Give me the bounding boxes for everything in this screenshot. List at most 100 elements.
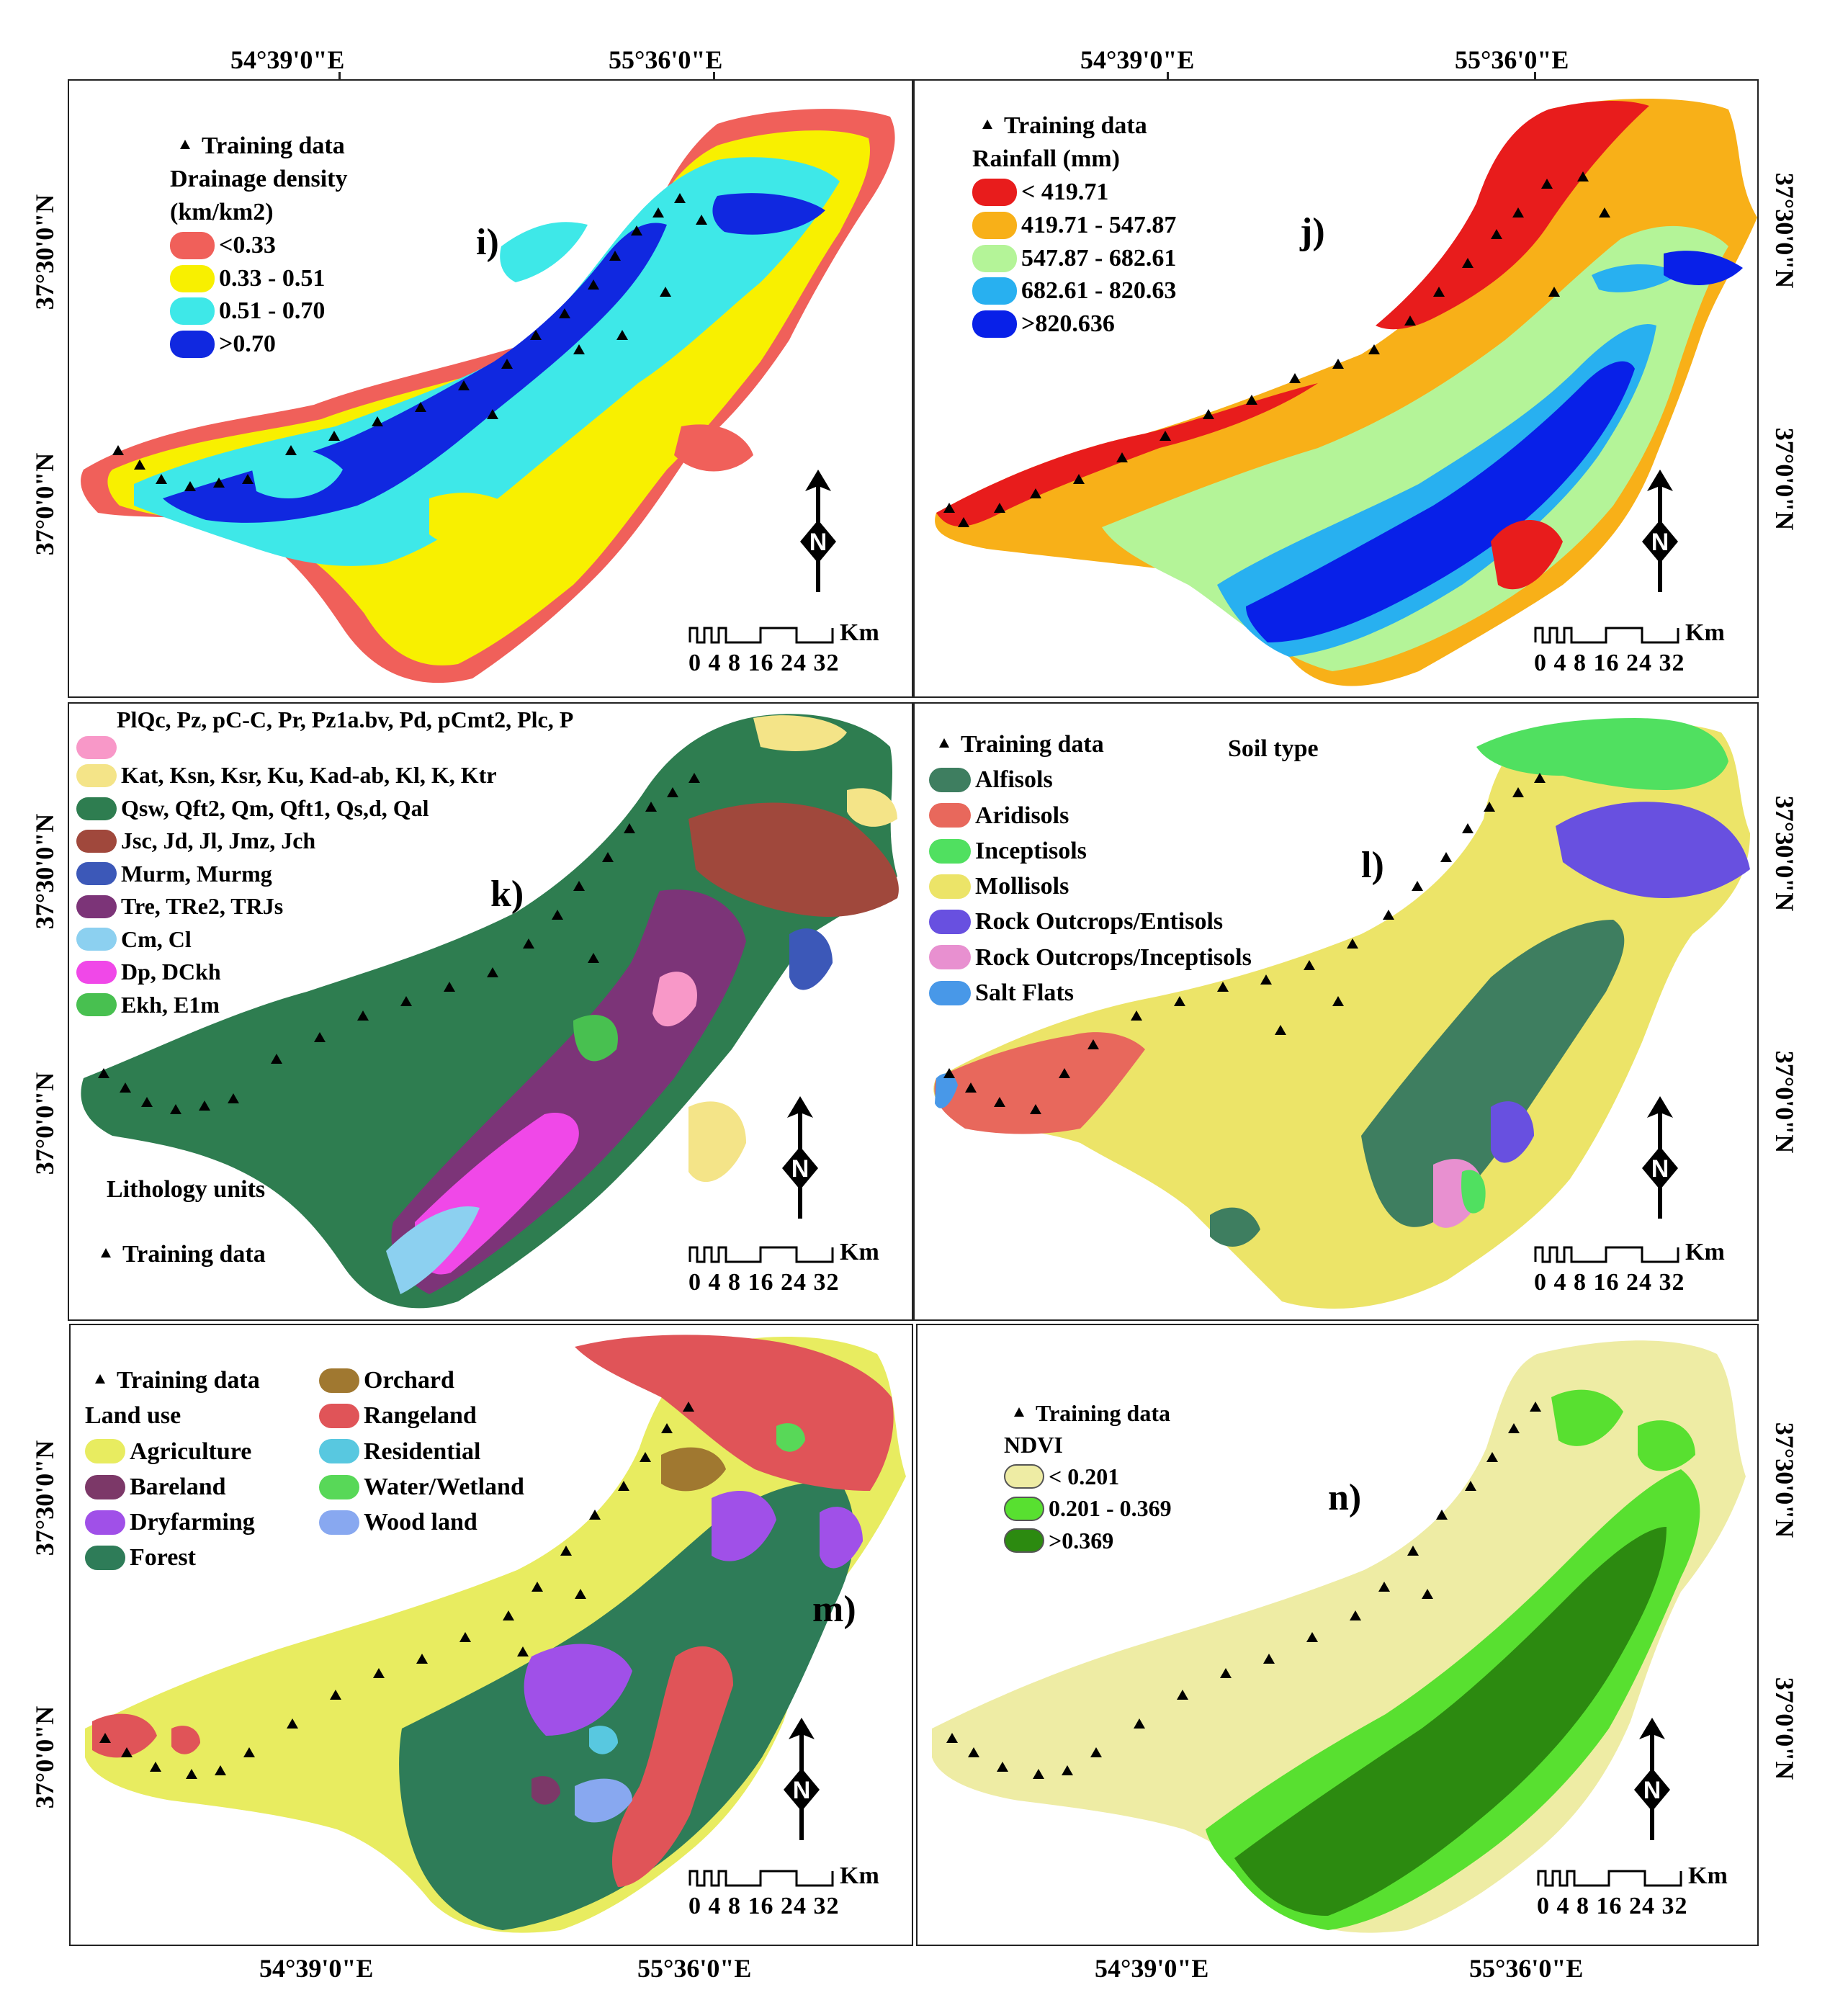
- legend-class-label: Rock Outcrops/Inceptisols: [975, 943, 1252, 971]
- legend-swatch: [1004, 1464, 1044, 1489]
- legend-class-label: >0.70: [219, 331, 276, 358]
- panel-k-lithology: PlQc, Pz, pC-C, Pr, Pz1a.bv, Pd, pCmt2, …: [68, 702, 913, 1321]
- lat-label-right-row3-a: 37°30'0"N: [1770, 1422, 1799, 1538]
- lithology-map: [81, 714, 899, 1309]
- legend-swatch: [76, 797, 117, 820]
- legend-class-label: Bareland: [130, 1473, 226, 1500]
- legend-class-label: Salt Flats: [975, 979, 1074, 1007]
- landuse-patch: [611, 1646, 733, 1887]
- legend-swatch: [929, 803, 971, 828]
- legend-training-label: Training data: [1036, 1400, 1170, 1426]
- scale-bar-graphic: [1537, 1870, 1682, 1887]
- soil-patch: [1461, 1170, 1486, 1214]
- training-data-icon: [95, 1374, 105, 1384]
- scale-ticks: 0 4 8 16 24 32: [688, 1893, 840, 1919]
- training-data-icon: [101, 1248, 111, 1258]
- soil-alfisols-region: [1361, 920, 1625, 1227]
- scale-ticks: 0 4 8 16 24 32: [688, 1269, 840, 1296]
- training-data-icon: [939, 738, 949, 748]
- north-arrow-icon: N: [1634, 1718, 1670, 1840]
- rainfall-patch: [1592, 264, 1678, 292]
- legend-class-label: 547.87 - 682.61: [1021, 244, 1177, 272]
- drainage-density-map: [81, 109, 895, 683]
- legend-k-training: Training data: [91, 1238, 266, 1271]
- legend-class-label: >820.636: [1021, 310, 1115, 338]
- legend-swatch: [972, 211, 1017, 239]
- rainfall-class-3-region: [1102, 225, 1728, 671]
- panel-i-drainage-density: Training data Drainage density (km/km2) …: [68, 79, 913, 698]
- legend-swatch: [319, 1403, 359, 1428]
- drainage-class-very-high-region: [163, 223, 667, 523]
- legend-class-label: 0.201 - 0.369: [1049, 1495, 1172, 1522]
- legend-swatch: [76, 928, 117, 951]
- training-points: [946, 1402, 1541, 1779]
- north-arrow-icon: N: [784, 1718, 820, 1840]
- lat-label-right-row1-b: 37°0'0"N: [1770, 427, 1799, 531]
- legend-class-label: Aridisols: [975, 802, 1069, 829]
- legend-swatch: [1004, 1496, 1044, 1521]
- north-letter: N: [1651, 1155, 1669, 1183]
- lithology-cambrian-region: [386, 1206, 480, 1294]
- legend-class-label: <0.33: [219, 231, 276, 259]
- legend-swatch: [972, 178, 1017, 206]
- soil-rock-entisols-region: [1556, 802, 1750, 898]
- legend-m: Training data Land use Agriculture Barel…: [85, 1363, 260, 1576]
- legend-swatch: [76, 862, 117, 886]
- legend-swatch: [85, 1510, 125, 1535]
- legend-unit: (km/km2): [170, 198, 274, 225]
- ndvi-map: [932, 1340, 1746, 1933]
- lithology-patch: [753, 715, 897, 827]
- landuse-dryfarming-region: [524, 1644, 632, 1736]
- legend-swatch: [170, 297, 215, 326]
- panel-m-land-use: Training data Land use Agriculture Barel…: [69, 1324, 913, 1946]
- lat-label-left-row2-a: 37°30'0"N: [30, 813, 59, 930]
- legend-swatch: [85, 1546, 125, 1571]
- legend-swatch: [929, 874, 971, 899]
- north-letter: N: [809, 529, 827, 556]
- landuse-patch: [820, 1507, 863, 1569]
- legend-swatch: [76, 960, 117, 984]
- lithology-cretaceous-region: [688, 1101, 746, 1183]
- scale-bar-graphic: [1534, 1246, 1679, 1263]
- legend-swatch: [170, 331, 215, 359]
- legend-class-label: Inceptisols: [975, 837, 1087, 864]
- legend-training-label: Training data: [122, 1241, 266, 1268]
- scale-unit: Km: [840, 1239, 879, 1265]
- legend-class-label: Alfisols: [975, 766, 1053, 794]
- legend-class-label: 682.61 - 820.63: [1021, 277, 1177, 305]
- legend-k: PlQc, Pz, pC-C, Pr, Pz1a.bv, Pd, pCmt2, …: [76, 704, 573, 1021]
- drainage-patch: [249, 447, 343, 498]
- legend-class-label: Wood land: [364, 1509, 477, 1536]
- legend-class-label: Mollisols: [975, 873, 1069, 900]
- legend-swatch: [170, 231, 215, 259]
- soil-inceptisols-region: [1476, 718, 1728, 790]
- training-data-icon: [180, 140, 190, 150]
- land-use-map: [85, 1335, 906, 1933]
- lat-label-right-row1-a: 37°30'0"N: [1770, 172, 1799, 289]
- landuse-rangeland-region: [575, 1335, 894, 1491]
- panel-n-ndvi: Training data NDVI < 0.201 0.201 - 0.369…: [916, 1324, 1759, 1946]
- legend-l: Training data Alfisols Aridisols Incepti…: [929, 727, 1252, 1010]
- panel-label: l): [1361, 845, 1384, 886]
- legend-l-title: Soil type: [1228, 732, 1319, 766]
- legend-class-label: Qsw, Qft2, Qm, Qft1, Qs,d, Qal: [121, 794, 429, 821]
- lat-label-left-row1-b: 37°0'0"N: [30, 452, 59, 556]
- drainage-patch: [712, 193, 825, 235]
- scale-ticks: 0 4 8 16 24 32: [1537, 1893, 1688, 1919]
- north-letter: N: [1651, 529, 1669, 556]
- legend-class-label: Rock Outcrops/Entisols: [975, 908, 1224, 936]
- landuse-residential-region: [589, 1726, 618, 1754]
- lithology-quaternary-region: [81, 714, 898, 1309]
- grid-tick: [1167, 72, 1169, 81]
- legend-swatch: [76, 764, 117, 788]
- grid-tick: [1534, 72, 1536, 81]
- legend-swatch: [929, 838, 971, 864]
- lithology-eocene-region: [573, 1015, 618, 1062]
- grid-tick: [713, 72, 715, 81]
- north-arrow-icon: N: [1642, 470, 1678, 592]
- legend-training-label: Training data: [202, 133, 345, 159]
- legend-class-label: Dp, DCkh: [121, 959, 221, 985]
- legend-class-label: Jsc, Jd, Jl, Jmz, Jch: [121, 828, 316, 854]
- legend-class-label: 0.33 - 0.51: [219, 264, 326, 292]
- legend-class-label: Tre, TRe2, TRJs: [121, 893, 284, 920]
